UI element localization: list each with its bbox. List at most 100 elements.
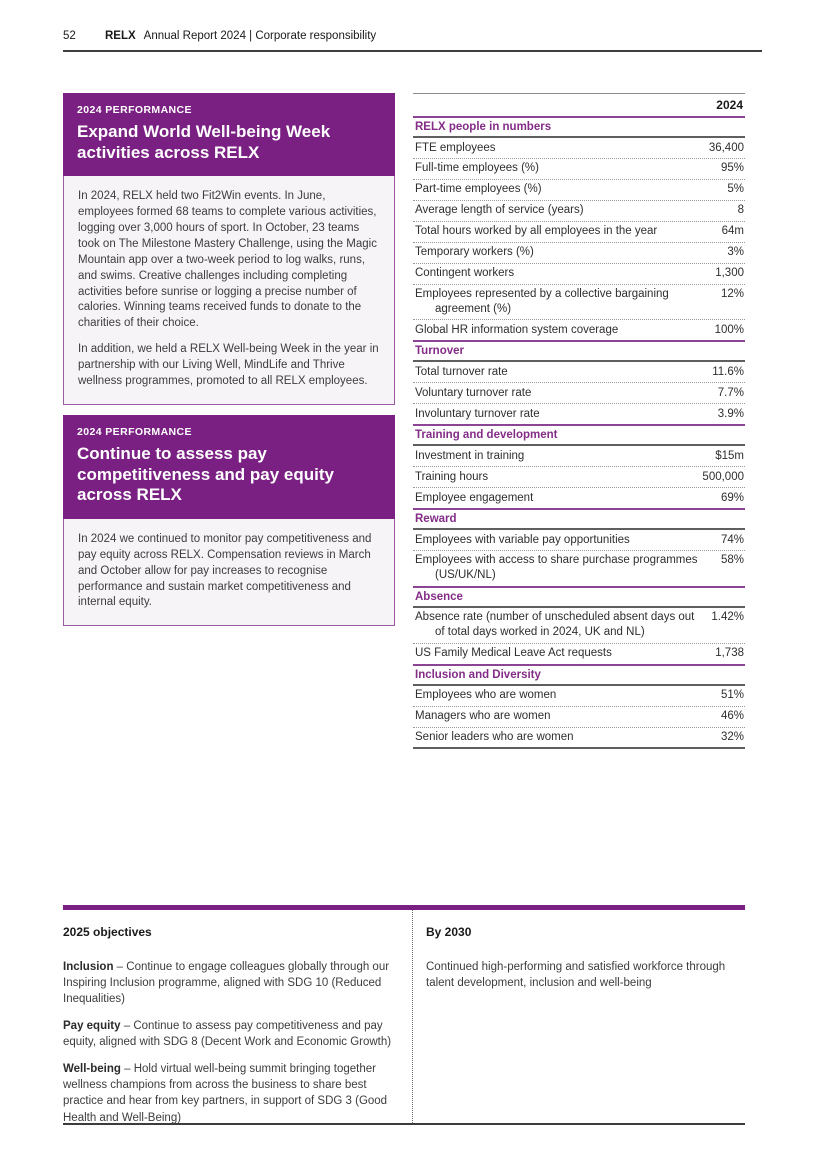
- performance-heading: Expand World Well-being Week activities …: [77, 122, 331, 162]
- paragraph: In addition, we held a RELX Well-being W…: [78, 343, 379, 387]
- metric-label: Part-time employees (%): [415, 183, 542, 196]
- table-row: FTE employees 36,400: [413, 138, 745, 159]
- table-section-training: Training and development Investment in t…: [413, 424, 745, 508]
- table-row: Average length of service (years) 8: [413, 201, 745, 222]
- metric-label: Voluntary turnover rate: [415, 386, 532, 399]
- table-row: Global HR information system coverage 100…: [413, 320, 745, 340]
- table-row: Employees with access to share purchase …: [413, 551, 745, 586]
- metric-value: 69%: [720, 491, 744, 504]
- metric-value: 95%: [720, 162, 744, 175]
- table-row: Full-time employees (%) 95%: [413, 159, 745, 180]
- metric-label: Absence rate (number of unscheduled abse…: [415, 611, 695, 639]
- metric-value: 46%: [720, 710, 744, 723]
- table-year-header: 2024: [716, 98, 743, 112]
- table-section-reward: Reward Employees with variable pay oppor…: [413, 508, 745, 586]
- table-row: Training hours 500,000: [413, 467, 745, 489]
- metric-label: Temporary workers (%): [415, 246, 534, 259]
- paragraph: In 2024 we continued to monitor pay comp…: [78, 532, 372, 609]
- metric-value: 58%: [720, 554, 744, 567]
- table-row: Employees who are women 51%: [413, 686, 745, 707]
- table-row: Managers who are women 46%: [413, 707, 745, 728]
- brand-name: RELX: [105, 30, 136, 42]
- metric-label: US Family Medical Leave Act requests: [415, 647, 612, 660]
- table-section-absence: Absence Absence rate (number of unschedu…: [413, 585, 745, 664]
- table-row: Senior leaders who are women 32%: [413, 728, 745, 748]
- metric-value: 74%: [720, 533, 744, 546]
- table-section-turnover: Turnover Total turnover rate 11.6% Volunt…: [413, 340, 745, 424]
- objective-lead: Pay equity: [63, 1020, 121, 1033]
- table-row: Involuntary turnover rate 3.9%: [413, 404, 745, 424]
- table-row: Contingent workers 1,300: [413, 264, 745, 285]
- table-row: Investment in training $15m: [413, 446, 745, 468]
- metric-label: Employees who are women: [415, 689, 557, 702]
- report-title: Annual Report 2024 | Corporate responsib…: [143, 30, 377, 42]
- metric-value: 51%: [720, 689, 744, 702]
- paragraph: In 2024, RELX held two Fit2Win events. I…: [78, 190, 377, 330]
- objective-lead: Inclusion: [63, 960, 114, 973]
- metric-label: Investment in training: [415, 449, 525, 462]
- section-title: Absence: [413, 588, 745, 608]
- metric-label: Managers who are women: [415, 710, 551, 723]
- page-number: 52: [63, 30, 76, 42]
- objective-text: – Continue to assess pay competitiveness…: [63, 1020, 392, 1049]
- metric-label: Contingent workers: [415, 267, 515, 280]
- table-row: Employees represented by a collective ba…: [413, 285, 745, 321]
- table-section-relx-people: RELX people in numbers FTE employees 36,4…: [413, 116, 745, 340]
- metric-value: 64m: [721, 225, 744, 238]
- metric-label: Employees with access to share purchase …: [415, 554, 698, 582]
- metric-value: $15m: [715, 449, 744, 462]
- performance-box-wellbeing: 2024 PERFORMANCE Expand World Well-being…: [63, 93, 395, 405]
- table-row: US Family Medical Leave Act requests 1,73…: [413, 644, 745, 664]
- metric-value: 8: [737, 204, 744, 217]
- metric-value: 11.6%: [712, 365, 744, 378]
- objectives-2025-header: 2025 objectives: [63, 925, 152, 939]
- objective-inclusion: Inclusion – Continue to engage colleague…: [63, 959, 392, 1007]
- objective-lead: Well-being: [63, 1063, 121, 1076]
- people-in-numbers-table: 2024 RELX people in numbers FTE employee…: [413, 93, 745, 750]
- metric-label: Total hours worked by all employees in t…: [415, 225, 658, 238]
- objectives-section: 2025 objectives Inclusion – Continue to …: [63, 905, 745, 1125]
- performance-box-header: 2024 PERFORMANCE Continue to assess pay …: [63, 414, 395, 519]
- table-section-inclusion-diversity: Inclusion and Diversity Employees who ar…: [413, 663, 745, 748]
- table-row: Total turnover rate 11.6%: [413, 362, 745, 384]
- performance-box-header: 2024 PERFORMANCE Expand World Well-being…: [63, 93, 395, 177]
- metric-label: Full-time employees (%): [415, 162, 539, 175]
- performance-heading: Continue to assess pay competitiveness a…: [77, 443, 334, 505]
- performance-box-pay-equity: 2024 PERFORMANCE Continue to assess pay …: [63, 414, 395, 627]
- metric-label: Senior leaders who are women: [415, 731, 574, 743]
- metric-value: 12%: [720, 288, 744, 301]
- objectives-2030-text: Continued high-performing and satisfied …: [426, 960, 726, 989]
- table-row: Temporary workers (%) 3%: [413, 243, 745, 264]
- table-row: Part-time employees (%) 5%: [413, 180, 745, 201]
- metric-label: FTE employees: [415, 141, 496, 154]
- objectives-2025-column: 2025 objectives Inclusion – Continue to …: [63, 910, 413, 1125]
- table-row: Voluntary turnover rate 7.7%: [413, 383, 745, 405]
- metric-value: 32%: [720, 731, 744, 743]
- page-header: 52 RELX Annual Report 2024 | Corporate res…: [63, 30, 762, 52]
- section-title: Training and development: [413, 426, 745, 447]
- metric-label: Average length of service (years): [415, 204, 584, 217]
- metric-label: Employee engagement: [415, 491, 534, 504]
- metric-label: Employees with variable pay opportunitie…: [415, 533, 630, 546]
- section-title: Turnover: [413, 342, 745, 363]
- objective-well-being: Well-being – Hold virtual well-being sum…: [63, 1061, 392, 1125]
- metric-value: 1,738: [715, 647, 744, 660]
- metric-value: 3%: [727, 246, 744, 259]
- performance-label: 2024 PERFORMANCE: [77, 104, 192, 116]
- performance-label: 2024 PERFORMANCE: [77, 425, 192, 438]
- metric-value: 36,400: [708, 141, 744, 154]
- table-row: Employees with variable pay opportunitie…: [413, 530, 745, 551]
- performance-body: In 2024 we continued to monitor pay comp…: [63, 518, 395, 627]
- metric-value: 7.7%: [717, 386, 744, 399]
- section-title: RELX people in numbers: [413, 118, 745, 138]
- objective-text: – Hold virtual well-being summit bringin…: [63, 1063, 388, 1124]
- section-title: Reward: [413, 510, 745, 530]
- objectives-2030-header: By 2030: [426, 925, 472, 939]
- table-row: Absence rate (number of unscheduled abse…: [413, 608, 745, 644]
- table-row: Total hours worked by all employees in t…: [413, 222, 745, 243]
- metric-value: 1.42%: [711, 611, 744, 624]
- metric-value: 500,000: [702, 470, 744, 483]
- metric-value: 3.9%: [717, 407, 744, 420]
- objective-text: – Continue to engage colleagues globally…: [63, 960, 390, 1005]
